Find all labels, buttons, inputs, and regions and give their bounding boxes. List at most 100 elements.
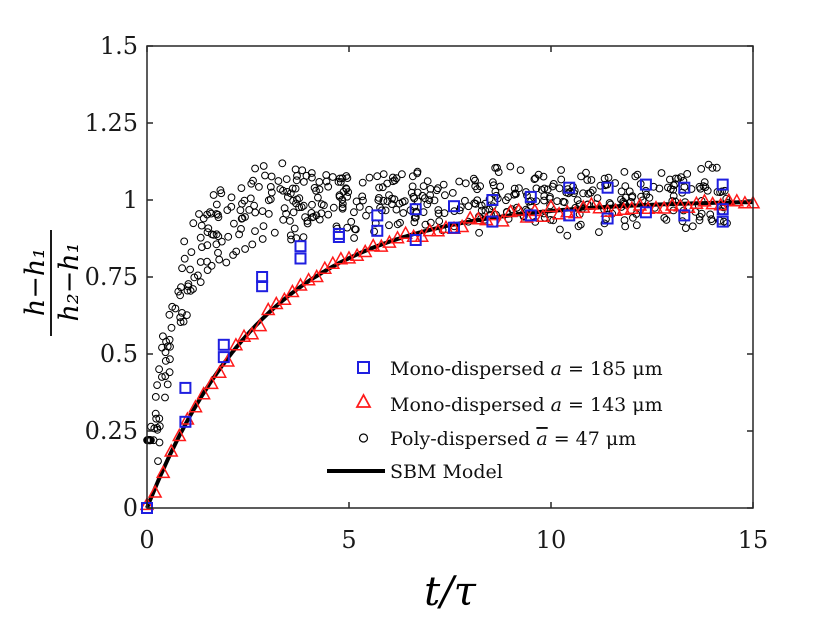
data-point-circle [266,183,275,191]
y-tick-label: 1.5 [100,32,138,60]
data-point-circle [629,213,637,222]
data-point-square [409,203,422,216]
data-point-circle [362,211,370,220]
data-point-circle [264,210,273,218]
data-point-circle [515,184,523,193]
data-point-circle [496,182,505,191]
data-point-circle [358,192,367,201]
data-point-circle [199,214,208,223]
data-point-circle [235,230,244,239]
data-point-circle [159,332,167,341]
data-point-circle [473,196,482,205]
data-point-circle [155,438,164,447]
data-point-circle [385,191,393,200]
data-point-circle [408,182,417,191]
legend-2-var: a [551,394,562,416]
data-point-circle [167,323,176,332]
data-point-square [678,209,691,222]
data-point-circle [557,175,566,184]
data-point-circle [324,210,333,219]
data-point-triangle [277,291,292,306]
data-point-triangle [220,353,236,367]
data-point-circle [587,176,596,184]
data-point-circle [174,287,183,296]
data-point-square [448,221,460,234]
data-point-circle [641,186,650,195]
x-tick-label: 5 [341,526,356,554]
data-point-triangle [196,386,211,400]
data-point-circle [430,196,439,205]
data-point-square [486,194,499,206]
data-point-circle [687,185,696,193]
data-point-circle [688,222,697,231]
data-point-circle [301,213,310,222]
data-point-circle [203,241,212,250]
data-point-circle [203,228,212,237]
mono-185-series [141,178,729,514]
data-point-square [716,178,729,191]
data-point-square [716,203,729,216]
x-axis-label: t/τ [424,569,477,615]
data-point-circle [347,217,356,226]
data-point-circle [258,207,267,216]
data-point-triangle [333,251,349,265]
legend-marker-triangle [355,393,372,408]
data-point-circle [426,185,435,193]
data-point-triangle [188,399,203,413]
data-point-circle [261,171,269,180]
data-point-circle [312,186,320,195]
data-point-circle [179,317,188,326]
data-point-circle [549,216,558,225]
legend-1-suffix: = 185 μm [562,358,663,380]
data-point-circle [183,311,191,320]
data-point-circle [230,219,238,228]
data-point-circle [703,186,712,195]
data-point-circle [631,172,640,181]
data-point-circle [579,189,587,198]
data-point-circle [241,245,250,253]
data-point-circle [435,217,444,226]
data-point-circle [469,174,478,183]
data-point-circle [223,206,232,215]
data-point-square [639,206,652,219]
data-point-circle [489,178,497,187]
data-point-circle [718,187,726,196]
data-point-circle [153,381,162,390]
data-point-square [524,209,537,222]
data-point-triangle [543,198,559,213]
data-point-circle [209,191,218,199]
data-point-circle [390,176,399,185]
data-point-circle [540,192,549,201]
data-point-circle [214,232,223,241]
data-point-circle [190,273,199,282]
data-point-circle [324,182,333,191]
data-point-circle [539,172,548,181]
data-point-triangle [551,206,567,220]
data-point-circle [553,197,561,206]
data-point-circle [677,173,685,182]
data-point-circle [212,230,221,239]
x-tick-label: 0 [139,526,154,554]
data-point-triangle [535,208,551,222]
data-point-circle [171,304,180,313]
data-point-circle [197,221,206,230]
data-point-circle [196,233,205,242]
data-point-circle [207,261,216,270]
data-point-circle [555,184,564,193]
data-point-circle [258,235,267,243]
data-point-circle [307,209,316,217]
data-point-circle [203,266,212,275]
data-point-square [524,190,537,203]
data-point-circle [161,348,170,357]
data-point-circle [441,191,449,200]
data-point-circle [621,182,630,191]
data-point-circle [413,188,422,197]
data-point-circle [385,221,393,230]
data-point-circle [176,318,185,327]
data-point-circle [488,202,497,211]
y-tick-label: 1 [123,186,138,214]
legend-3-suffix: = 47 μm [548,428,637,450]
data-point-circle [203,257,211,266]
data-point-circle [283,188,292,196]
data-point-circle [657,169,666,177]
